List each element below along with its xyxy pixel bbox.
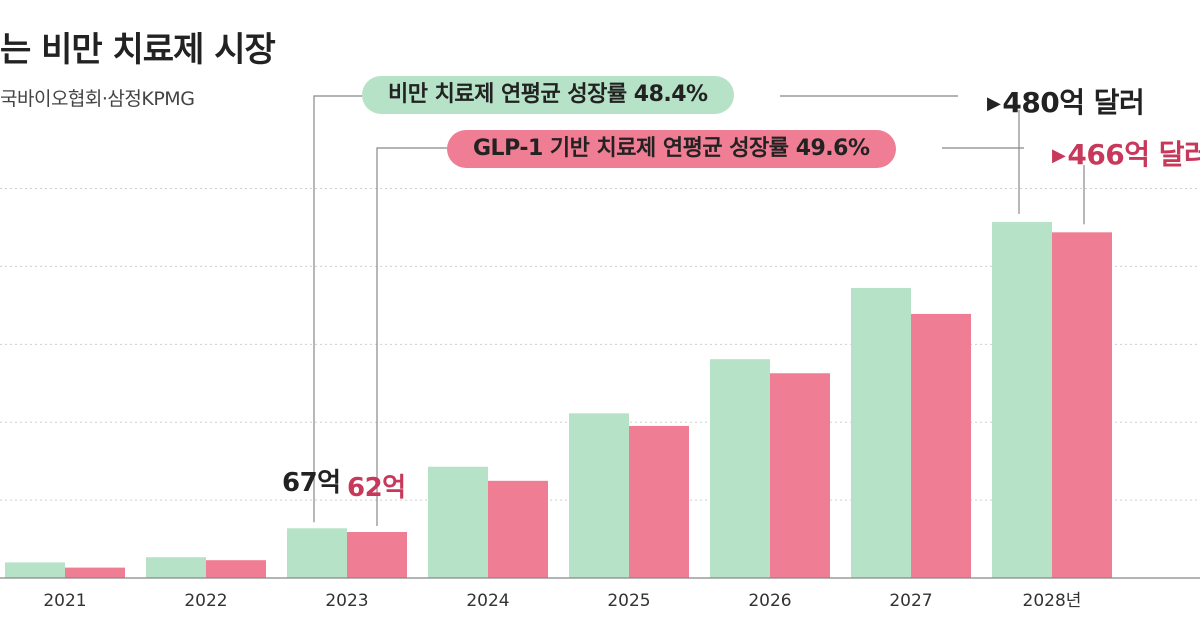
x-tick-label-3: 2024 (466, 591, 509, 611)
green-2028-label: ▶480억 달러 (987, 81, 1145, 121)
arrow-right-icon: ▶ (987, 93, 1001, 114)
x-tick-label-7: 2028년 (1023, 591, 1082, 611)
leader-green-2023 (313, 95, 362, 523)
bar-red-2 (347, 532, 407, 578)
bar-green-0 (5, 562, 65, 578)
x-tick-label-4: 2025 (607, 591, 650, 611)
x-tick-label-0: 2021 (43, 591, 86, 611)
x-tick-label-2: 2023 (325, 591, 368, 611)
bar-red-7 (1052, 232, 1112, 578)
green-2028-value: 480억 달러 (1002, 86, 1145, 119)
red-2028-label: ▶466억 달러 (1052, 133, 1200, 173)
bar-red-5 (770, 373, 830, 578)
bar-green-1 (146, 557, 206, 578)
red-2023-label: 62억 (347, 473, 406, 503)
bar-red-6 (911, 313, 971, 578)
chart-source: 국바이오협회·삼정KPMG (0, 88, 195, 110)
green-growth-label: 비만 치료제 연평균 성장률 48.4% (362, 76, 734, 114)
leader-red-2023 (376, 147, 447, 527)
annotation-leader-lines (313, 95, 1085, 527)
bar-red-4 (629, 425, 689, 578)
bar-red-3 (488, 480, 548, 578)
bar-red-0 (65, 567, 125, 578)
x-tick-labels: 2021 2022 2023 2024 2025 2026 2027 2028년 (43, 591, 1081, 611)
red-2028-value: 466억 달러 (1067, 138, 1200, 171)
bar-green-3 (428, 466, 488, 578)
bar-green-2 (287, 528, 347, 578)
bar-green-7 (992, 221, 1052, 578)
bar-green-6 (851, 287, 911, 578)
arrow-right-icon: ▶ (1052, 145, 1066, 166)
x-tick-label-5: 2026 (748, 591, 791, 611)
red-growth-label: GLP-1 기반 치료제 연평균 성장률 49.6% (447, 130, 896, 168)
x-tick-label-6: 2027 (889, 591, 932, 611)
green-2023-label: 67억 (282, 468, 341, 498)
bar-green-5 (710, 359, 770, 578)
bar-red-1 (206, 560, 266, 578)
bars (5, 221, 1112, 578)
x-tick-label-1: 2022 (184, 591, 227, 611)
chart-title: 는 비만 치료제 시장 (0, 30, 276, 70)
bar-green-4 (569, 413, 629, 578)
